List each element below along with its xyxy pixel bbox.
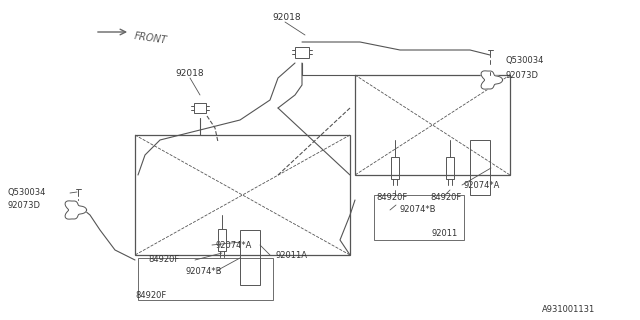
Text: 92073D: 92073D [8, 201, 41, 210]
Bar [446, 157, 454, 179]
Bar [135, 135, 350, 255]
Bar [218, 229, 226, 251]
Text: 92074*B: 92074*B [400, 205, 436, 214]
Text: A931001131: A931001131 [541, 306, 595, 315]
Polygon shape [65, 201, 86, 219]
Text: 92011: 92011 [432, 228, 458, 237]
Text: 92073D: 92073D [505, 71, 538, 81]
Bar [391, 157, 399, 179]
Bar [194, 103, 206, 113]
Text: 84920F: 84920F [135, 291, 166, 300]
Text: Q530034: Q530034 [505, 55, 543, 65]
Text: FRONT: FRONT [133, 31, 167, 45]
Text: Q530034: Q530034 [8, 188, 46, 196]
Text: 92074*A: 92074*A [215, 241, 252, 250]
Bar [240, 230, 260, 285]
Bar [470, 140, 490, 195]
Bar [296, 46, 308, 58]
Text: 92018: 92018 [175, 68, 204, 77]
Text: 84920F: 84920F [148, 255, 179, 265]
Polygon shape [481, 71, 502, 89]
Text: 92011A: 92011A [275, 251, 307, 260]
Text: 92018: 92018 [272, 13, 301, 22]
Text: 92074*A: 92074*A [464, 180, 500, 189]
Text: 92074*B: 92074*B [185, 267, 221, 276]
Text: 84920F: 84920F [430, 194, 461, 203]
Bar [374, 195, 464, 240]
Bar [355, 75, 510, 175]
Bar [138, 258, 273, 300]
Text: 84920F: 84920F [376, 194, 407, 203]
